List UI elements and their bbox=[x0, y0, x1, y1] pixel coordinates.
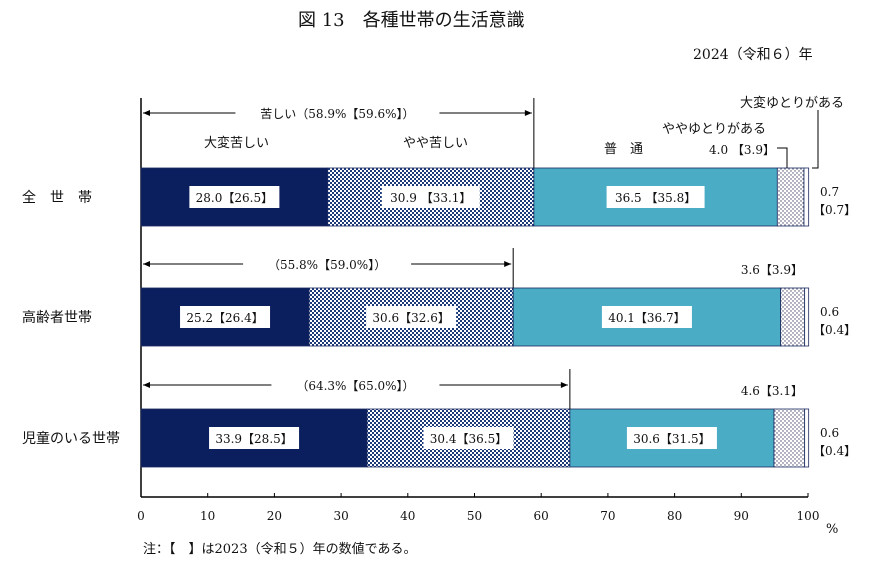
bar-segment bbox=[776, 167, 805, 227]
data-label-somewhat-comfortable: 4.6【3.1】 bbox=[741, 384, 803, 398]
x-tick-label: 40 bbox=[400, 509, 415, 523]
data-label-box bbox=[209, 427, 300, 449]
data-label-very-comfortable-prev: 【0.4】 bbox=[813, 444, 856, 458]
data-label-box bbox=[423, 427, 514, 449]
leader-line bbox=[812, 110, 819, 169]
data-label: 30.9 【33.1】 bbox=[390, 191, 471, 205]
data-label-very-comfortable: 0.7 bbox=[820, 185, 839, 199]
chart-subtitle: 2024（令和６）年 bbox=[693, 47, 813, 63]
data-label-very-comfortable: 0.6 bbox=[820, 305, 839, 319]
chart-title: 図 13 各種世帯の生活意識 bbox=[298, 10, 525, 31]
category-label: 児童のいる世帯 bbox=[22, 430, 120, 447]
legend-label-somewhat-comfortable: ややゆとりがある bbox=[662, 122, 767, 137]
legend-label-very-difficult: 大変苦しい bbox=[204, 136, 270, 151]
difficult-total-box bbox=[235, 104, 440, 122]
x-tick-label: 20 bbox=[267, 509, 282, 523]
bar-segment bbox=[803, 167, 810, 227]
x-tick-label: 60 bbox=[534, 509, 549, 523]
legend-label-somewhat-difficult: やや苦しい bbox=[403, 136, 469, 151]
x-unit: % bbox=[826, 522, 839, 537]
data-label: 25.2【26.4】 bbox=[186, 311, 263, 325]
legend-label-normal: 普 通 bbox=[604, 142, 644, 157]
data-label-box bbox=[601, 306, 692, 328]
data-label-box bbox=[189, 186, 280, 208]
difficult-total-label: 苦しい（58.9%【59.6%】） bbox=[260, 107, 414, 121]
x-tick-label: 80 bbox=[667, 509, 682, 523]
data-label-very-comfortable-prev: 【0.4】 bbox=[813, 323, 856, 337]
data-label: 30.6【32.6】 bbox=[372, 311, 449, 325]
data-label-box bbox=[381, 186, 480, 208]
category-label: 全 世 帯 bbox=[22, 189, 92, 206]
x-tick-label: 90 bbox=[734, 509, 749, 523]
bar-segment bbox=[804, 287, 810, 347]
bar-segment bbox=[773, 408, 806, 468]
x-tick-label: 10 bbox=[200, 509, 215, 523]
data-label: 36.5 【35.8】 bbox=[615, 191, 696, 205]
data-label-box bbox=[180, 306, 271, 328]
x-tick-label: 100 bbox=[797, 509, 820, 523]
difficult-total-box bbox=[271, 376, 440, 394]
difficult-total-label: （64.3%【65.0%】） bbox=[296, 379, 414, 393]
x-tick-label: 70 bbox=[600, 509, 615, 523]
data-label-very-comfortable-prev: 【0.7】 bbox=[813, 203, 856, 217]
note: 注：【 】は2023（令和５）年の数値である。 bbox=[143, 542, 417, 557]
data-label-box bbox=[606, 186, 705, 208]
bar-segment bbox=[780, 287, 806, 347]
leader-line bbox=[777, 147, 788, 168]
bar-segment bbox=[804, 408, 810, 468]
legend-label-very-comfortable: 大変ゆとりがある bbox=[740, 96, 845, 111]
difficult-total-label: （55.8%【59.0%】） bbox=[268, 258, 386, 272]
data-label-box bbox=[366, 306, 457, 328]
x-tick-label: 0 bbox=[137, 509, 145, 523]
data-label: 33.9【28.5】 bbox=[215, 432, 292, 446]
x-tick-label: 50 bbox=[467, 509, 482, 523]
data-label: 40.1【36.7】 bbox=[608, 311, 685, 325]
data-label-very-comfortable: 0.6 bbox=[820, 426, 839, 440]
data-label-box bbox=[626, 427, 717, 449]
data-label-somewhat-comfortable: 4.0 【3.9】 bbox=[709, 143, 775, 157]
data-label: 30.6【31.5】 bbox=[633, 432, 710, 446]
data-label: 28.0【26.5】 bbox=[196, 191, 273, 205]
difficult-total-box bbox=[243, 255, 412, 273]
x-tick-label: 30 bbox=[333, 509, 348, 523]
category-label: 高齢者世帯 bbox=[22, 309, 92, 326]
data-label: 30.4【36.5】 bbox=[430, 432, 507, 446]
data-label-somewhat-comfortable: 3.6【3.9】 bbox=[741, 263, 803, 277]
